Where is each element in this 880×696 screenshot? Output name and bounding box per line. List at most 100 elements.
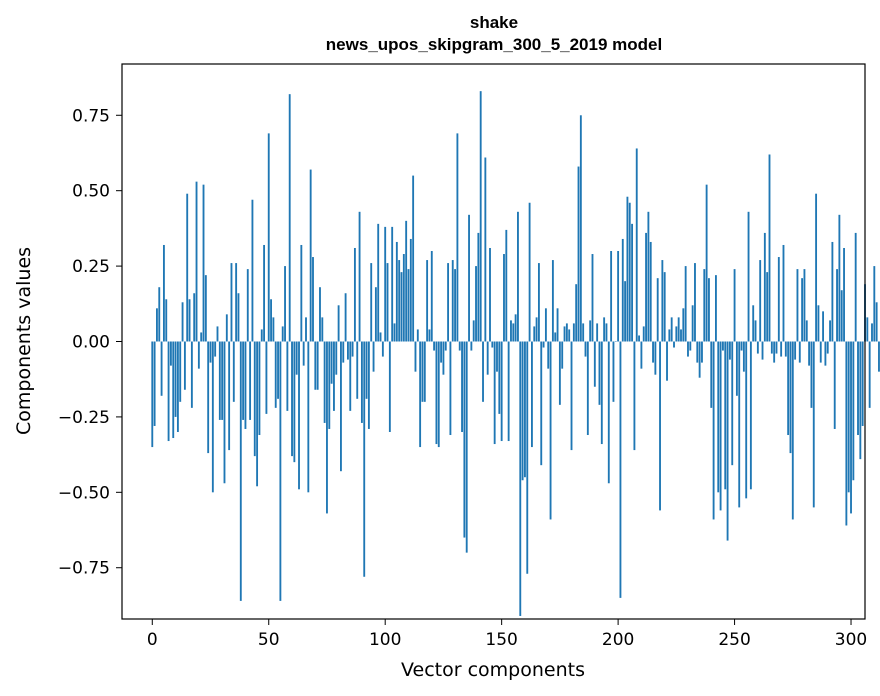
bar-20: [197, 341, 200, 369]
bar-136: [468, 214, 470, 342]
x-tick-label: 250: [718, 630, 750, 650]
bar-161: [526, 341, 529, 574]
bar-307: [866, 317, 869, 342]
bar-90: [360, 341, 363, 423]
bar-182: [575, 284, 578, 342]
y-tick-label: −0.25: [58, 408, 110, 428]
bar-42: [249, 341, 252, 420]
bar-267: [773, 341, 776, 363]
bar-305: [861, 341, 864, 426]
bar-187: [586, 341, 589, 436]
bar-147: [493, 341, 496, 445]
bar-2: [156, 308, 158, 342]
bar-63: [298, 341, 300, 490]
bar-304: [859, 341, 862, 460]
bar-243: [717, 341, 720, 493]
bar-280: [803, 269, 806, 342]
bar-226: [677, 317, 680, 342]
bar-43: [251, 199, 254, 342]
bar-181: [572, 323, 575, 342]
bar-284: [812, 341, 815, 508]
bar-228: [682, 308, 685, 342]
bar-30: [221, 341, 224, 420]
bar-159: [521, 341, 524, 481]
bar-74: [323, 341, 326, 423]
bar-191: [596, 323, 599, 342]
bar-238: [705, 184, 708, 342]
bar-193: [600, 341, 603, 445]
bar-179: [568, 329, 571, 342]
bar-105: [395, 241, 398, 342]
bar-162: [528, 202, 531, 342]
bar-198: [612, 341, 615, 402]
bar-57: [284, 266, 286, 342]
bar-9: [172, 341, 175, 439]
bar-262: [761, 341, 764, 360]
bar-35: [232, 341, 235, 402]
bar-47: [260, 329, 263, 342]
bar-252: [738, 341, 741, 508]
bar-107: [400, 272, 403, 342]
bar-180: [570, 341, 573, 451]
bar-169: [544, 308, 547, 342]
bar-266: [770, 341, 773, 354]
bar-234: [696, 341, 699, 363]
bar-236: [701, 341, 703, 363]
bar-301: [852, 341, 855, 481]
bar-24: [207, 341, 210, 454]
bar-309: [871, 323, 873, 342]
bar-104: [393, 323, 396, 342]
bar-122: [435, 341, 438, 445]
bar-38: [239, 341, 242, 601]
bar-195: [605, 323, 608, 342]
bar-12: [179, 341, 182, 402]
bar-1: [153, 341, 156, 426]
bar-165: [535, 317, 538, 342]
bar-138: [472, 320, 475, 342]
y-tick-label: 0.00: [72, 333, 110, 353]
bar-137: [470, 341, 473, 351]
bar-227: [680, 329, 682, 342]
bar-36: [235, 263, 238, 342]
bar-190: [593, 341, 596, 387]
bar-102: [388, 341, 391, 432]
bar-117: [423, 341, 426, 402]
bar-123: [437, 341, 440, 448]
bar-289: [824, 341, 827, 366]
chart-subtitle: news_upos_skipgram_300_5_2019 model: [325, 35, 663, 54]
bar-308: [868, 341, 871, 408]
bar-39: [242, 341, 245, 420]
bar-164: [533, 326, 536, 342]
bar-283: [810, 341, 813, 408]
bar-275: [791, 341, 794, 520]
bar-72: [319, 287, 321, 342]
bar-216: [654, 341, 657, 375]
bar-18: [193, 293, 196, 342]
bar-197: [610, 251, 613, 342]
bar-207: [633, 341, 636, 451]
bar-277: [796, 269, 799, 342]
bar-290: [826, 341, 829, 354]
bar-146: [491, 341, 494, 348]
bar-52: [272, 317, 275, 342]
bar-79: [335, 341, 338, 375]
bar-82: [342, 341, 345, 363]
bar-5: [162, 244, 165, 342]
bar-299: [847, 341, 850, 493]
bar-213: [647, 211, 650, 342]
bar-15: [186, 193, 189, 342]
bar-258: [752, 305, 755, 342]
bar-272: [784, 341, 787, 357]
bar-220: [663, 272, 666, 342]
bar-217: [656, 278, 659, 342]
bar-288: [822, 311, 824, 342]
x-axis: 0 50 100 150 200 250 300: [147, 619, 867, 650]
bar-154: [510, 320, 512, 342]
bar-311: [875, 302, 878, 342]
bar-81: [340, 341, 342, 472]
bar-248: [728, 341, 731, 360]
bar-232: [691, 305, 694, 342]
y-tick-label: 0.50: [72, 182, 110, 202]
bar-279: [801, 278, 804, 342]
bar-263: [763, 232, 766, 342]
